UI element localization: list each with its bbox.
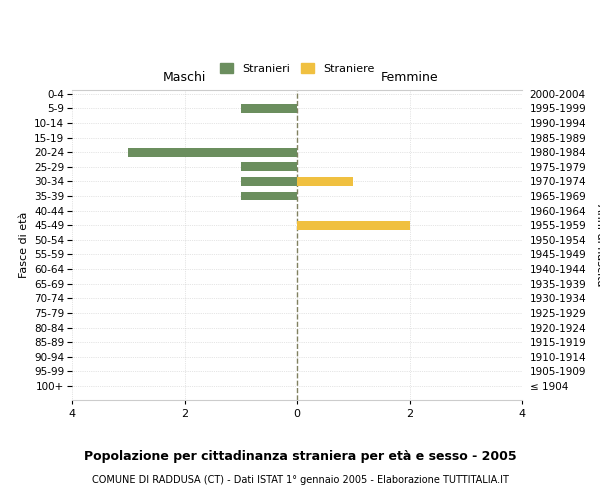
Y-axis label: Fasce di età: Fasce di età: [19, 212, 29, 278]
Text: Femmine: Femmine: [380, 71, 439, 84]
Text: COMUNE DI RADDUSA (CT) - Dati ISTAT 1° gennaio 2005 - Elaborazione TUTTITALIA.IT: COMUNE DI RADDUSA (CT) - Dati ISTAT 1° g…: [92, 475, 508, 485]
Bar: [241, 162, 297, 172]
Text: Maschi: Maschi: [163, 71, 206, 84]
Bar: [297, 221, 409, 230]
Bar: [241, 177, 297, 186]
Bar: [241, 192, 297, 200]
Text: Popolazione per cittadinanza straniera per età e sesso - 2005: Popolazione per cittadinanza straniera p…: [83, 450, 517, 463]
Y-axis label: Anni di nascita: Anni di nascita: [595, 204, 600, 286]
Bar: [297, 177, 353, 186]
Bar: [241, 104, 297, 113]
Legend: Stranieri, Straniere: Stranieri, Straniere: [215, 58, 379, 78]
Bar: [128, 148, 297, 156]
